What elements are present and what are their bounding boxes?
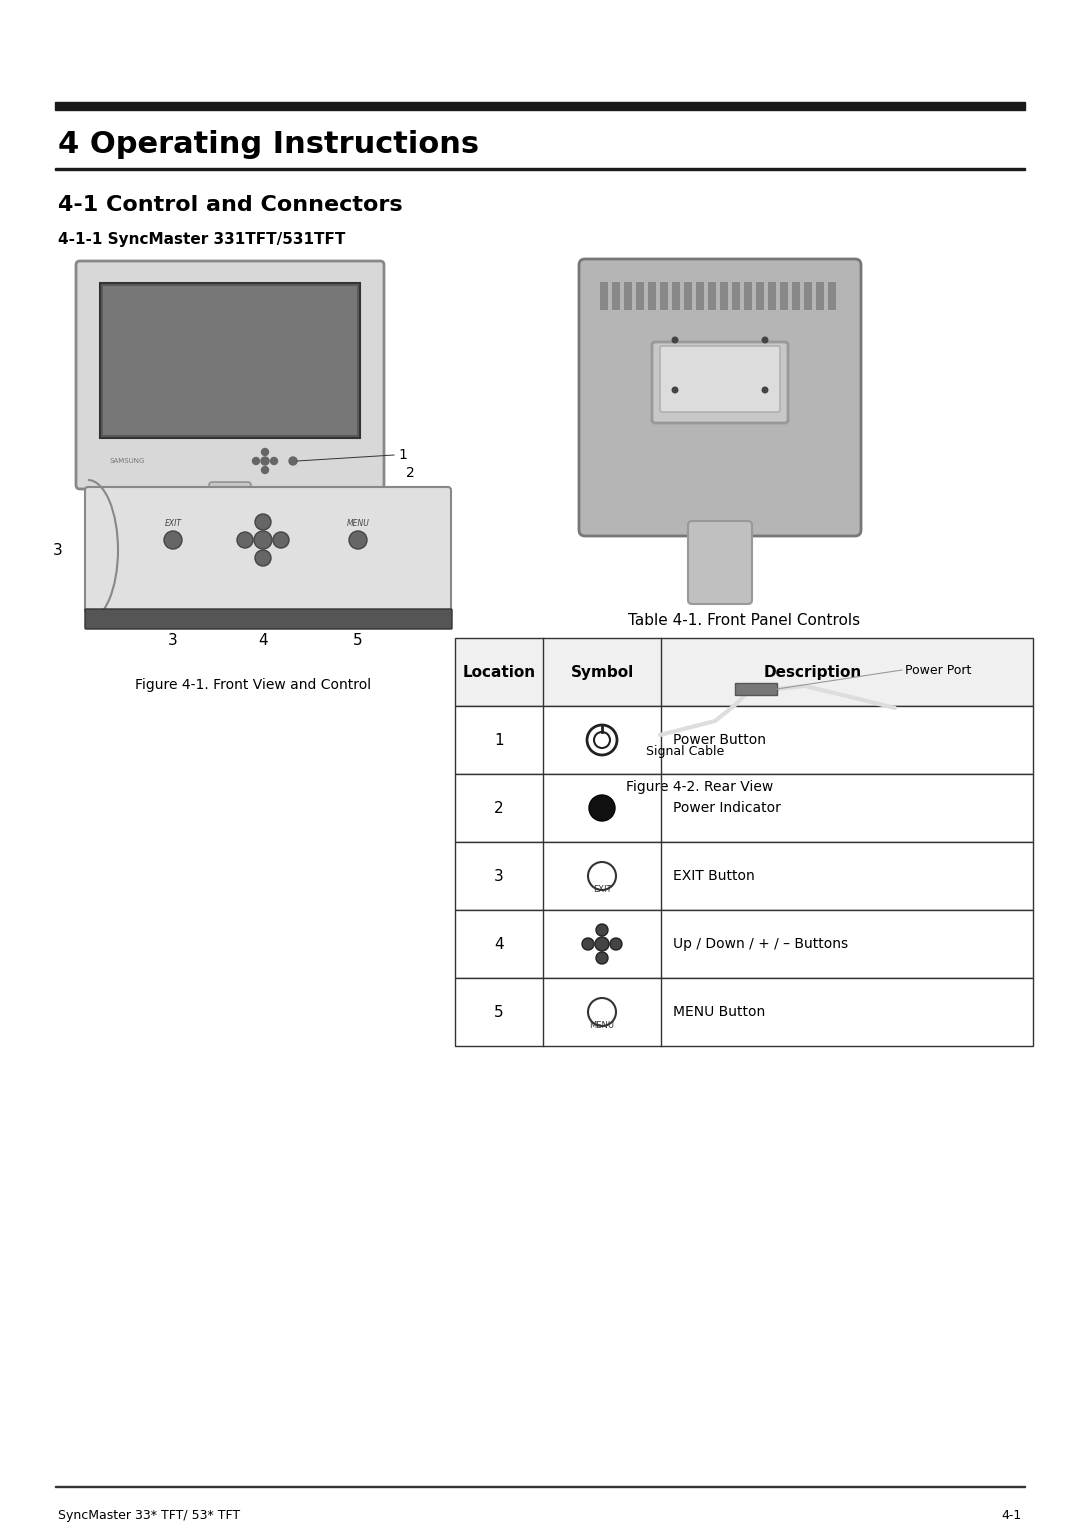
Bar bbox=[648, 283, 656, 310]
Text: 4-1: 4-1 bbox=[1002, 1510, 1022, 1522]
Text: Figure 4-1. Front View and Control: Figure 4-1. Front View and Control bbox=[135, 678, 372, 692]
Text: 5: 5 bbox=[353, 633, 363, 648]
Bar bbox=[732, 283, 740, 310]
Bar bbox=[804, 283, 812, 310]
Bar bbox=[720, 283, 728, 310]
Bar bbox=[55, 102, 1025, 110]
Bar bbox=[636, 283, 644, 310]
Bar bbox=[672, 283, 680, 310]
Circle shape bbox=[289, 457, 297, 465]
Bar bbox=[792, 283, 800, 310]
Ellipse shape bbox=[156, 553, 305, 581]
Bar bbox=[744, 283, 752, 310]
Circle shape bbox=[261, 449, 269, 455]
Text: 3: 3 bbox=[168, 633, 178, 648]
Circle shape bbox=[596, 924, 608, 937]
Text: Table 4-1. Front Panel Controls: Table 4-1. Front Panel Controls bbox=[627, 613, 860, 628]
Circle shape bbox=[253, 457, 259, 465]
Text: 4-1 Control and Connectors: 4-1 Control and Connectors bbox=[58, 196, 403, 215]
Text: 5: 5 bbox=[495, 1004, 503, 1019]
Circle shape bbox=[237, 532, 253, 549]
Text: Up / Down / + / – Buttons: Up / Down / + / – Buttons bbox=[673, 937, 848, 950]
Text: Location: Location bbox=[462, 665, 536, 680]
Circle shape bbox=[273, 532, 289, 549]
Bar bbox=[756, 283, 764, 310]
Circle shape bbox=[761, 336, 769, 344]
Bar bbox=[103, 286, 357, 435]
Text: SyncMaster 33* TFT/ 53* TFT: SyncMaster 33* TFT/ 53* TFT bbox=[58, 1510, 240, 1522]
Text: 4: 4 bbox=[495, 937, 503, 952]
Circle shape bbox=[261, 466, 269, 474]
FancyBboxPatch shape bbox=[76, 261, 384, 489]
Circle shape bbox=[255, 550, 271, 565]
Bar bbox=[55, 168, 1025, 170]
Bar bbox=[455, 842, 1032, 911]
Bar bbox=[455, 775, 1032, 842]
Text: Power Indicator: Power Indicator bbox=[673, 801, 781, 814]
Text: 2: 2 bbox=[406, 466, 415, 480]
Text: EXIT: EXIT bbox=[593, 885, 611, 894]
Circle shape bbox=[596, 952, 608, 964]
Bar bbox=[828, 283, 836, 310]
FancyBboxPatch shape bbox=[688, 521, 752, 604]
FancyBboxPatch shape bbox=[85, 610, 453, 630]
Text: SAMSUNG: SAMSUNG bbox=[110, 458, 146, 465]
Bar bbox=[735, 683, 777, 695]
Bar bbox=[684, 283, 692, 310]
FancyBboxPatch shape bbox=[652, 342, 788, 423]
Text: MENU: MENU bbox=[590, 1021, 615, 1030]
Text: 3: 3 bbox=[53, 542, 63, 558]
Text: Power Port: Power Port bbox=[905, 663, 971, 677]
Bar bbox=[455, 978, 1032, 1047]
Bar bbox=[660, 283, 669, 310]
Bar bbox=[696, 283, 704, 310]
Circle shape bbox=[261, 457, 269, 465]
Circle shape bbox=[610, 938, 622, 950]
Circle shape bbox=[589, 795, 615, 821]
FancyBboxPatch shape bbox=[85, 487, 451, 613]
Text: Power Button: Power Button bbox=[673, 733, 766, 747]
Circle shape bbox=[255, 513, 271, 530]
Text: Description: Description bbox=[764, 665, 862, 680]
Circle shape bbox=[761, 387, 769, 394]
FancyBboxPatch shape bbox=[660, 345, 780, 413]
Text: Figure 4-2. Rear View: Figure 4-2. Rear View bbox=[626, 779, 773, 795]
Text: MENU: MENU bbox=[347, 518, 369, 527]
Text: Signal Cable: Signal Cable bbox=[646, 746, 724, 758]
FancyBboxPatch shape bbox=[210, 481, 251, 533]
Text: 1: 1 bbox=[399, 448, 407, 461]
Bar bbox=[612, 283, 620, 310]
Circle shape bbox=[270, 457, 278, 465]
Ellipse shape bbox=[635, 671, 805, 709]
Circle shape bbox=[164, 532, 183, 549]
Text: EXIT: EXIT bbox=[164, 518, 181, 527]
Circle shape bbox=[254, 532, 272, 549]
Bar bbox=[624, 283, 632, 310]
Circle shape bbox=[582, 938, 594, 950]
Text: Symbol: Symbol bbox=[570, 665, 634, 680]
Bar bbox=[768, 283, 777, 310]
Bar bbox=[816, 283, 824, 310]
Bar bbox=[455, 911, 1032, 978]
Circle shape bbox=[672, 387, 678, 394]
Text: 2: 2 bbox=[495, 801, 503, 816]
Bar bbox=[600, 283, 608, 310]
Circle shape bbox=[672, 336, 678, 344]
Text: 4-1-1 SyncMaster 331TFT/531TFT: 4-1-1 SyncMaster 331TFT/531TFT bbox=[58, 232, 346, 248]
Circle shape bbox=[349, 532, 367, 549]
Text: 4: 4 bbox=[258, 633, 268, 648]
Text: MENU Button: MENU Button bbox=[673, 1005, 766, 1019]
Text: 1: 1 bbox=[495, 732, 503, 747]
Text: 3: 3 bbox=[495, 868, 504, 883]
Text: EXIT Button: EXIT Button bbox=[673, 869, 755, 883]
Bar bbox=[100, 283, 360, 439]
Bar bbox=[455, 639, 1032, 706]
Text: 4 Operating Instructions: 4 Operating Instructions bbox=[58, 130, 480, 159]
Bar bbox=[455, 706, 1032, 775]
FancyBboxPatch shape bbox=[579, 260, 861, 536]
Bar bbox=[708, 283, 716, 310]
Circle shape bbox=[595, 937, 609, 950]
Bar bbox=[780, 283, 788, 310]
